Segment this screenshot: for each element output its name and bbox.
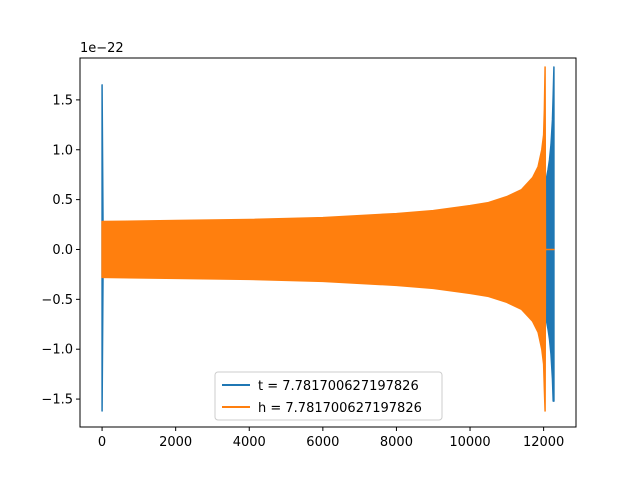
x-tick-label-0: 0	[98, 435, 106, 450]
y-offset-label: 1e−22	[80, 41, 124, 56]
y-tick-label-5: 1.0	[52, 143, 73, 158]
y-tick-label-6: 1.5	[52, 93, 73, 108]
x-tick-label-12000: 12000	[523, 435, 564, 450]
x-tick-label-6000: 6000	[306, 435, 339, 450]
x-tick-label-2000: 2000	[159, 435, 192, 450]
y-tick-label-3: 0.0	[52, 243, 73, 258]
legend-label-t: t = 7.781700627197826	[258, 379, 419, 394]
legend-label-h: h = 7.781700627197826	[258, 401, 422, 416]
x-axis: 0 2000 4000 6000 8000 10000 12000	[98, 427, 564, 450]
y-tick-label-2: −0.5	[41, 293, 73, 308]
x-tick-label-4000: 4000	[233, 435, 266, 450]
y-tick-label-1: −1.0	[41, 343, 73, 358]
y-tick-label-0: −1.5	[41, 393, 73, 408]
plot-area	[101, 66, 555, 412]
legend-box	[214, 371, 443, 421]
axes-frame	[79, 57, 577, 428]
legend: t = 7.781700627197826 h = 7.781700627197…	[214, 371, 443, 421]
y-axis: −1.5 −1.0 −0.5 0.0 0.5 1.0 1.5	[41, 93, 80, 408]
x-tick-label-8000: 8000	[380, 435, 413, 450]
x-tick-label-10000: 10000	[449, 435, 490, 450]
series-1-waveform	[101, 66, 555, 412]
y-tick-label-4: 0.5	[52, 193, 73, 208]
